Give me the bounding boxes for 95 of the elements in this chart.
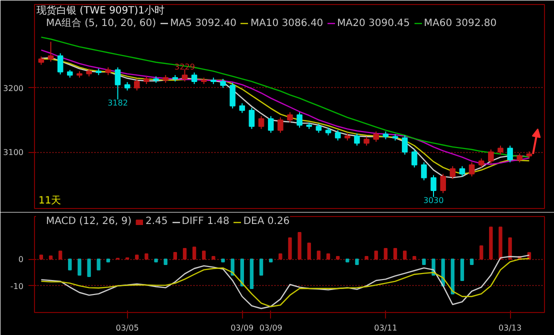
legend-label: MA60 3092.80 [424,18,497,28]
legend-title: MA组合 (5, 10, 20, 60) [46,17,156,30]
bar [182,248,187,260]
bar [78,258,82,276]
chart-title: 现货白银 (TWE 909T)1小时 [36,4,165,16]
bar [278,253,282,260]
bar [39,254,44,260]
bar [230,258,234,276]
bar [135,254,139,260]
candlestick [430,174,436,198]
candlestick [57,52,64,75]
bar [96,258,100,270]
bar [346,258,350,262]
candlestick [488,148,494,164]
y-tick-label: 3200 [3,84,24,93]
bar [355,258,359,265]
candlestick [296,112,302,128]
bar [402,250,407,260]
annotation: 11天 [38,196,62,206]
y-tick-label: 3100 [3,148,24,158]
candlestick [450,166,456,180]
bar [212,256,216,260]
bar [269,258,273,262]
bar [412,256,416,260]
bar [470,258,474,265]
candlestick [287,112,293,124]
bar [336,256,340,260]
candlestick [191,72,198,85]
bar [48,255,53,260]
candlestick [278,116,284,134]
x-tick-label: 03/09 [259,324,282,332]
bar [154,258,158,262]
bar [508,237,512,260]
x-tick-label: 03/11 [374,324,398,332]
bar [144,253,148,260]
bar [364,256,368,260]
bar [221,258,225,262]
candlestick [134,78,140,91]
legend-title: MACD (12, 26, 9) [46,216,132,227]
bar [460,258,464,281]
bar [259,258,264,276]
candlestick [459,166,466,177]
candlestick [507,145,513,163]
annotation: 3182 [108,98,128,108]
bar [87,258,91,277]
candlestick [182,68,188,82]
bar [106,258,110,262]
legend-label: DIFF 1.48 [182,216,230,227]
bar [326,253,330,260]
bar [393,248,398,260]
bar [384,248,388,260]
bar [489,226,493,260]
bar [450,258,454,294]
bar [480,245,484,260]
legend-label: 2.45 [145,216,168,227]
y-tick-label: 0 [18,255,24,264]
candlestick [468,162,475,177]
bar [164,258,168,265]
bar [374,250,378,260]
x-tick-label: 03/13 [498,324,522,332]
candlestick [334,130,341,141]
bar [58,250,62,260]
candlestick [354,132,360,146]
bar [173,252,177,260]
x-tick-label: 03/09 [230,324,254,332]
bar [288,237,292,260]
candlestick [440,173,446,194]
candlestick [373,131,379,142]
candlestick [239,102,246,114]
bar [498,226,502,260]
candlestick [248,107,255,130]
bar [316,250,321,260]
bar [68,258,72,270]
candlestick [230,82,236,109]
legend-label: MA10 3086.40 [250,18,324,28]
bar [202,250,206,260]
y-tick-label: -10 [10,282,24,291]
x-tick-label: 03/05 [116,324,139,332]
legend-label: MA20 3090.45 [337,18,410,28]
candlestick [114,66,121,100]
bar [298,232,302,260]
bar [250,258,254,289]
candlestick [268,116,274,134]
bar [192,246,196,260]
candlestick [402,134,408,156]
legend-label: DEA 0.26 [243,216,290,227]
candlestick [421,162,427,181]
bar [240,258,244,286]
legend-label: MA5 3092.40 [170,18,236,28]
candlestick [48,41,54,62]
bar [307,242,311,260]
bar [422,258,426,265]
annotation: 3030 [423,196,444,205]
candlestick [411,148,418,168]
candlestick [258,116,264,130]
